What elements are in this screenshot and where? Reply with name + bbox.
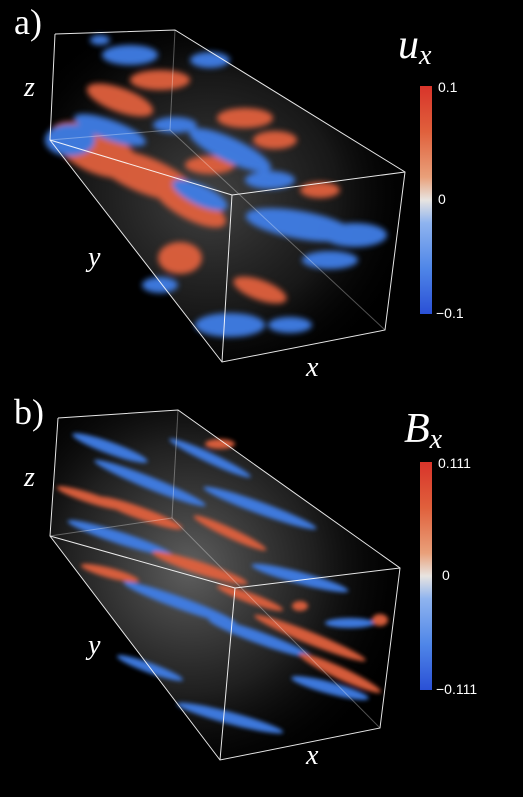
volume-render-b <box>49 409 401 761</box>
colorbar-b <box>420 462 432 690</box>
axis-label-y-a: y <box>88 242 101 273</box>
bounding-box-b <box>49 409 401 761</box>
quantity-label-a: ux <box>398 22 432 71</box>
axis-label-x-b: x <box>306 740 319 771</box>
panel-a: a) z y x ux 0.1 0 −0.1 <box>0 0 523 388</box>
volume-render-a <box>45 29 406 363</box>
quantity-label-b: Bx <box>404 406 443 455</box>
colorbar-max-b: 0.111 <box>438 455 471 471</box>
colorbar-a <box>420 86 432 314</box>
axis-label-y-b: y <box>88 630 101 661</box>
colorbar-min-b: −0.111 <box>436 681 478 697</box>
axis-label-x-a: x <box>306 352 319 383</box>
bounding-box-a <box>49 29 406 363</box>
axis-label-z-a: z <box>24 72 35 103</box>
colorbar-max-a: 0.1 <box>438 79 458 95</box>
panel-label-b: b) <box>14 392 44 432</box>
colorbar-min-a: −0.1 <box>436 305 464 321</box>
colorbar-mid-b: 0 <box>442 567 450 583</box>
panel-b: b) z y x Bx 0.111 0 −0.111 <box>0 388 523 797</box>
panel-label-a: a) <box>14 2 42 42</box>
axis-label-z-b: z <box>24 462 35 493</box>
colorbar-mid-a: 0 <box>438 191 446 207</box>
